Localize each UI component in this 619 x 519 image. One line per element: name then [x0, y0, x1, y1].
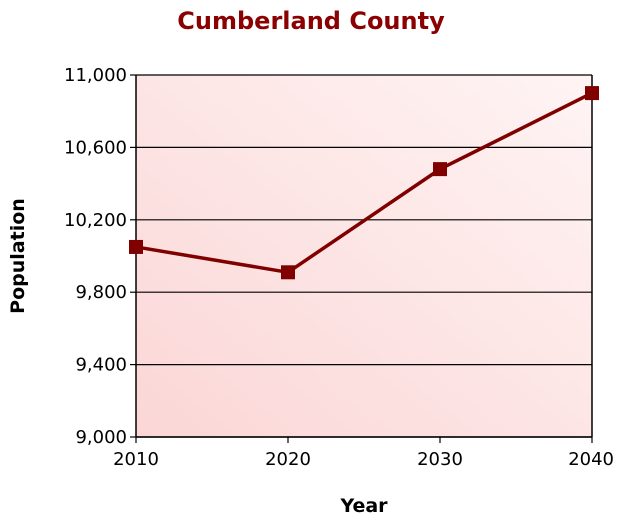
y-axis-ticks: 9,000 9,400 9,800 10,200 10,600 11,000 — [64, 65, 136, 448]
data-point-marker — [281, 265, 295, 280]
data-point-marker — [433, 162, 447, 177]
x-axis-label: Year — [339, 495, 388, 517]
y-tick-label: 10,600 — [64, 137, 127, 158]
y-tick-label: 9,400 — [75, 355, 127, 376]
y-tick-label: 11,000 — [64, 65, 127, 86]
y-tick-label: 9,000 — [75, 427, 127, 448]
chart-title: Cumberland County — [177, 7, 445, 35]
y-tick-label: 10,200 — [64, 210, 127, 231]
axes — [135, 75, 593, 438]
x-tick-label: 2020 — [265, 449, 311, 470]
plot-area — [136, 75, 592, 437]
series-population — [129, 86, 599, 280]
data-point-marker — [585, 86, 599, 101]
series-line — [135, 91, 593, 275]
data-point-marker — [129, 239, 143, 254]
x-tick-label: 2010 — [113, 449, 159, 470]
x-tick-label: 2040 — [568, 449, 614, 470]
x-axis-ticks: 2010 2020 2030 2040 — [113, 437, 614, 470]
y-axis-label: Population — [7, 198, 29, 314]
x-tick-label: 2030 — [417, 449, 463, 470]
y-tick-label: 9,800 — [75, 282, 127, 303]
